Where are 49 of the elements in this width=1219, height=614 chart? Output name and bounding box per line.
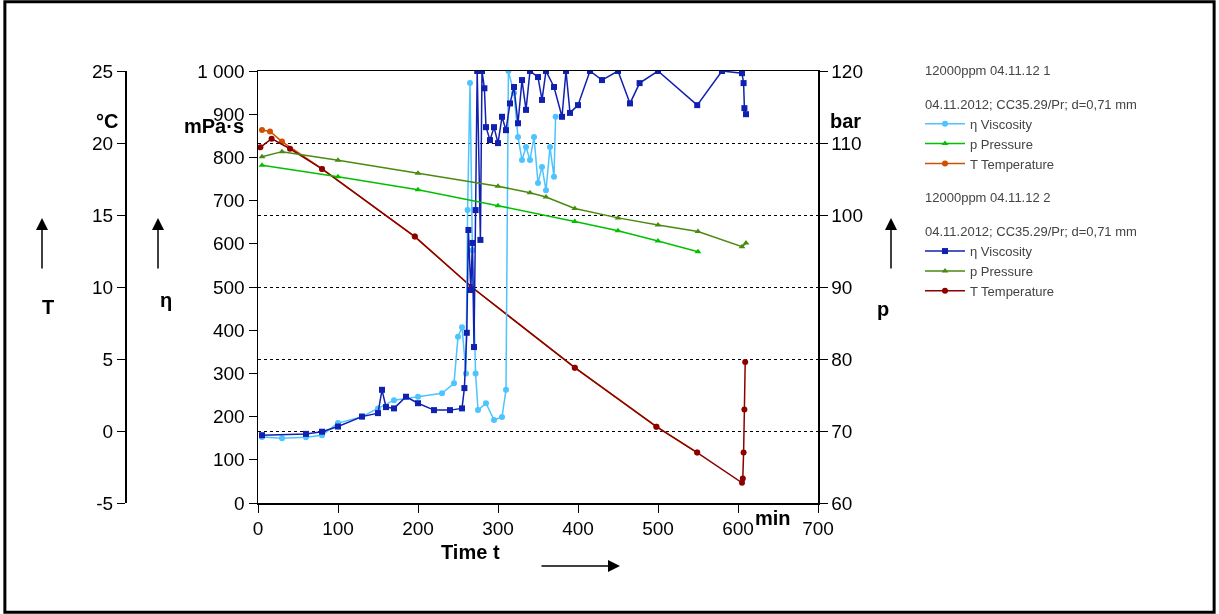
y2-tick-label: 0 [234,492,245,514]
y2-tick-label: 500 [213,276,245,298]
legend-label: T Temperature [970,156,1055,172]
x-tick-label: 600 [722,518,754,540]
text: °C [96,110,119,132]
y-tick-label: 25 [92,60,114,82]
y2-tick-label: 700 [213,190,245,212]
x-tick-label: 300 [482,518,514,540]
legend-label: η Viscosity [970,116,1033,132]
legend-label: p Pressure [970,264,1033,280]
y2-axis-title: η [160,289,173,311]
y2-tick-label: 400 [213,319,245,341]
y2-tick-label: 1 000 [197,60,245,82]
y3-tick-label: 80 [831,348,853,370]
text: bar [830,110,862,132]
text: 12000ppm 04.11.12 1 [925,63,1051,79]
y2-tick-label: 100 [213,449,245,471]
y-tick-label: 0 [102,420,114,442]
legend-label: η Viscosity [970,244,1033,260]
y-tick-label: -5 [96,492,114,514]
x-tick-label: 400 [562,518,594,540]
x-tick-label: 500 [642,518,674,540]
x-axis-title: Time t [441,541,500,563]
y-tick-label: 15 [92,204,114,226]
y-tick-label: 5 [102,348,114,370]
y-tick-label: 10 [92,276,114,298]
y3-tick-label: 60 [831,492,853,514]
y2-tick-label: 800 [213,147,245,169]
text: 12000ppm 04.11.12 2 [925,190,1051,206]
text: 04.11.2012; CC35.29/Pr; d=0,71 mm [925,96,1137,112]
y3-tick-label: 70 [831,420,853,442]
y3-tick-label: 100 [831,204,863,226]
legend-label: T Temperature [970,283,1055,299]
y3-tick-label: 90 [831,276,853,298]
y3-axis-title: p [877,298,890,320]
y2-tick-label: 200 [213,406,245,428]
y-tick-label: 20 [92,132,114,154]
x-tick-label: 0 [252,518,264,540]
y3-tick-label: 110 [831,132,862,154]
y-axis-title: T [42,296,55,318]
y2-tick-label: 600 [213,233,245,255]
text: 04.11.2012; CC35.29/Pr; d=0,71 mm [925,224,1137,240]
y2-tick-label: 300 [213,363,245,385]
legend-label: p Pressure [970,136,1033,152]
x-tick-label: 700 [802,518,834,540]
text: min [755,507,791,529]
x-tick-label: 100 [322,518,354,540]
y3-tick-label: 120 [831,60,863,82]
x-tick-label: 200 [402,518,434,540]
